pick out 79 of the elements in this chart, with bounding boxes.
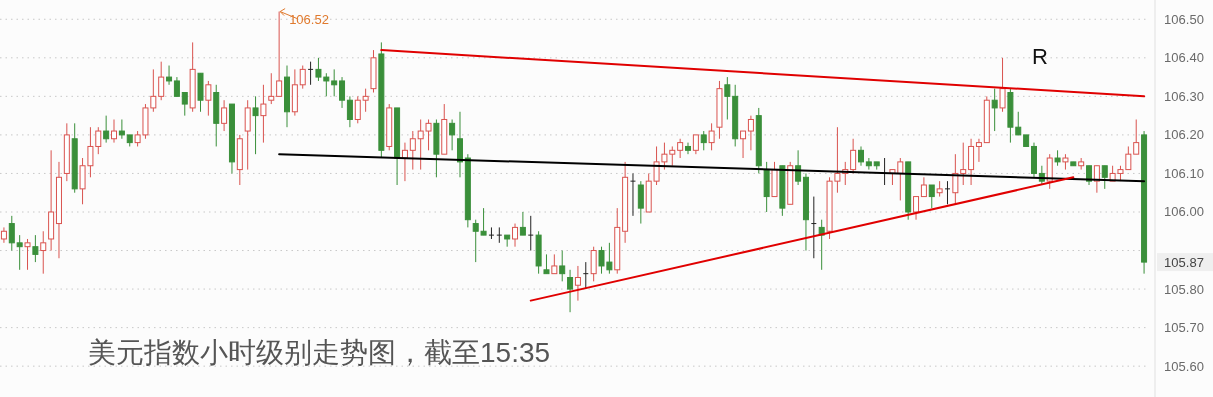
candlestick — [928, 184, 935, 209]
text: 105.87 — [1164, 254, 1204, 270]
candlestick — [543, 253, 550, 275]
y-tick-label: 106.20 — [1164, 127, 1204, 143]
candlestick — [795, 149, 802, 186]
candlestick — [252, 95, 259, 155]
candlestick — [260, 84, 267, 144]
candlestick — [40, 230, 47, 275]
candlestick — [700, 130, 707, 151]
candlestick — [810, 196, 817, 259]
candlestick — [740, 130, 747, 159]
candlestick — [629, 172, 636, 217]
candlestick — [0, 226, 7, 244]
candlestick — [221, 99, 228, 132]
y-tick-label: 105.70 — [1164, 320, 1204, 336]
candlestick — [920, 176, 927, 198]
candlestick — [850, 138, 857, 174]
candlestick — [456, 111, 463, 178]
candlestick — [496, 226, 503, 244]
candlestick — [913, 196, 920, 221]
candlestick — [724, 76, 731, 120]
candlestick — [1101, 165, 1108, 190]
candlestick — [409, 130, 416, 171]
y-tick-label: 106.30 — [1164, 88, 1204, 104]
candlestick — [331, 68, 338, 97]
candlestick — [1093, 165, 1100, 194]
candlestick — [118, 118, 125, 140]
candlestick — [944, 180, 951, 205]
candlestick — [567, 269, 574, 313]
candlestick — [574, 265, 581, 302]
candlestick — [991, 88, 998, 132]
candlestick — [637, 180, 644, 225]
candlestick — [865, 157, 872, 171]
text: 美元指数小时级别走势图，截至15:35 — [88, 337, 551, 368]
annotation: 106.52 — [289, 11, 329, 27]
candlestick — [1046, 153, 1053, 190]
y-tick-label: 106.50 — [1164, 11, 1204, 27]
candlestick — [181, 92, 188, 117]
candlestick — [24, 238, 31, 271]
candlestick — [166, 65, 173, 86]
candlestick — [449, 118, 456, 151]
candlestick — [16, 234, 23, 271]
candlestick — [527, 215, 534, 252]
candlestick — [512, 223, 519, 248]
candlestick — [307, 61, 314, 86]
y-tick-label: 105.60 — [1164, 358, 1204, 374]
candlestick — [685, 142, 692, 155]
y-tick-label: 106.00 — [1164, 204, 1204, 220]
candlestick — [559, 250, 566, 282]
candlestick — [999, 57, 1006, 113]
candlestick — [582, 261, 589, 290]
candlestick — [590, 246, 597, 282]
candlestick — [1133, 118, 1140, 155]
candlestick — [276, 11, 283, 97]
candlestick — [173, 76, 180, 97]
candlestick — [32, 234, 39, 263]
candlestick — [519, 211, 526, 236]
candlestick — [205, 80, 212, 117]
candlestick — [339, 76, 346, 109]
candlestick — [103, 115, 110, 144]
candlestick — [111, 118, 118, 144]
candlestick — [268, 72, 275, 105]
candlestick — [968, 138, 975, 186]
candlestick — [747, 115, 754, 151]
candlestick — [692, 134, 699, 155]
candlestick — [677, 138, 684, 159]
candlestick — [244, 99, 251, 171]
candlestick — [975, 138, 982, 163]
candlestick — [708, 122, 715, 151]
y-tick-label: 106.40 — [1164, 50, 1204, 66]
candlestick — [346, 95, 353, 128]
y-tick-label: 106.10 — [1164, 165, 1204, 181]
candlestick — [299, 65, 306, 90]
candlestick — [858, 145, 864, 167]
candlestick — [158, 61, 165, 101]
candlestick — [8, 215, 15, 252]
candlestick — [551, 253, 558, 275]
annotation: R — [1032, 44, 1048, 69]
y-tick-label: 105.80 — [1164, 281, 1204, 297]
